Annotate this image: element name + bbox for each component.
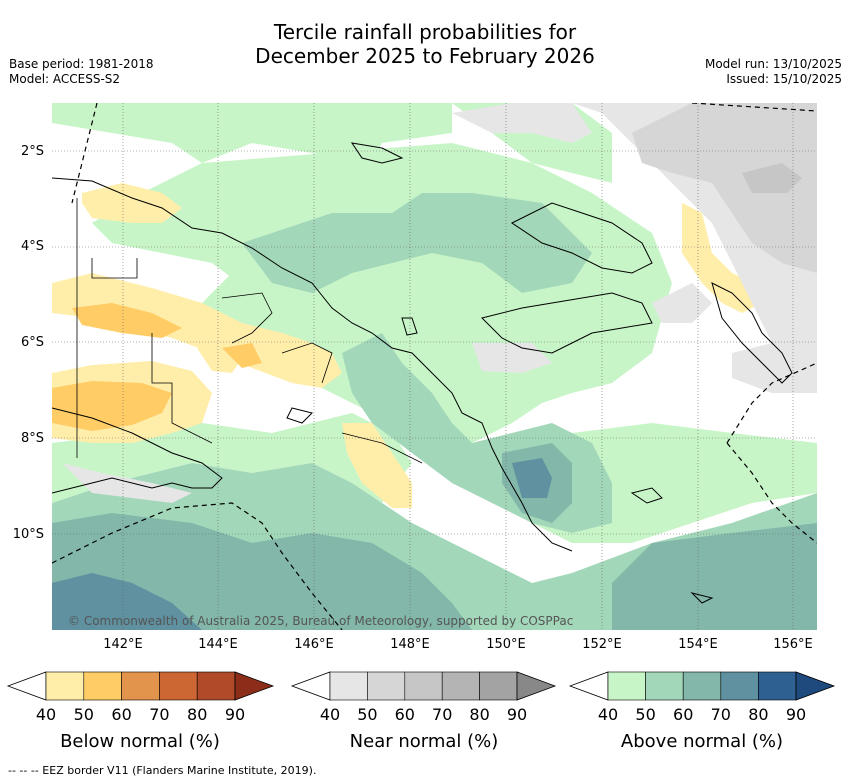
below-normal-50-region — [52, 303, 262, 431]
colorbar-segment-50 — [83, 671, 122, 701]
map-canvas: © Commonwealth of Australia 2025, Bureau… — [52, 103, 817, 630]
lon-label-154e: 154°E — [678, 637, 718, 652]
map-title: Tercile rainfall probabilities for Decem… — [0, 20, 850, 68]
colorbar-segment-80 — [196, 671, 236, 701]
colorbar-tick-label: 80 — [469, 705, 489, 724]
colorbar-tick-label: 80 — [748, 705, 768, 724]
lat-label-2s: 2°S — [20, 144, 44, 159]
colorbar-segment-70 — [441, 671, 480, 701]
colorbar-tick-label: 70 — [432, 705, 452, 724]
colorbar-title-above: Above normal (%) — [620, 731, 784, 752]
title-line-2: December 2025 to February 2026 — [255, 44, 595, 68]
eez-borders — [52, 103, 817, 630]
lon-label-144e: 144°E — [198, 637, 238, 652]
colorbar-tick-label: 70 — [149, 705, 169, 724]
colorbar-tick-label: 40 — [598, 705, 618, 724]
colorbar-tick-label: 90 — [786, 705, 806, 724]
lat-label-8s: 8°S — [20, 431, 44, 446]
colorbar-under-triangle — [568, 671, 609, 701]
colorbar-tick-label: 90 — [225, 705, 245, 724]
title-line-1: Tercile rainfall probabilities for — [273, 20, 577, 44]
lat-label-10s: 10°S — [12, 527, 44, 542]
lon-label-152e: 152°E — [582, 637, 622, 652]
colorbar-tick-label: 40 — [36, 705, 56, 724]
base-period: Base period: 1981-2018 — [9, 57, 154, 71]
colorbar-segment-40 — [607, 671, 646, 701]
colorbar-segment-50 — [645, 671, 684, 701]
colorbar-segment-80 — [758, 671, 797, 701]
lon-label-156e: 156°E — [773, 637, 813, 652]
colorbar-tick-label: 70 — [711, 705, 731, 724]
above-normal-70-region — [52, 458, 552, 630]
lat-label-6s: 6°S — [20, 335, 44, 350]
colorbar-segment-60 — [121, 671, 160, 701]
colorbar-over-triangle — [234, 671, 275, 701]
model-run: Model run: 13/10/2025 — [704, 57, 842, 71]
colorbar-title-below: Below normal (%) — [60, 731, 220, 752]
province-borders — [76, 198, 423, 464]
colorbar-tick-label: 60 — [111, 705, 131, 724]
coastlines — [52, 142, 793, 604]
eez-footnote: -- -- -- EEZ border V11 (Flanders Marine… — [8, 764, 317, 777]
colorbars: 40 50 60 70 80 90 40 50 60 70 80 90 40 50 60 70 80 90 — [6, 671, 836, 724]
colorbar-below-normal: 40 50 60 70 80 90 — [6, 671, 275, 724]
lon-label-146e: 146°E — [294, 637, 334, 652]
gridlines — [52, 103, 817, 630]
colorbar-segment-40 — [329, 671, 368, 701]
colorbar-tick-label: 50 — [357, 705, 377, 724]
model-name: Model: ACCESS-S2 — [9, 72, 121, 86]
colorbar-segment-80 — [479, 671, 518, 701]
issued-date: Issued: 15/10/2025 — [726, 72, 842, 86]
colorbar-over-triangle — [795, 671, 836, 701]
colorbar-under-triangle — [290, 671, 331, 701]
colorbar-over-triangle — [516, 671, 557, 701]
copyright-text: © Commonwealth of Australia 2025, Bureau… — [68, 614, 573, 628]
near-normal-50-region — [632, 103, 817, 273]
colorbar-tick-label: 40 — [320, 705, 340, 724]
lon-label-142e: 142°E — [103, 637, 143, 652]
colorbar-near-normal: 40 50 60 70 80 90 — [290, 671, 557, 724]
meta-right: Model run: 13/10/2025 Issued: 15/10/2025 — [705, 57, 842, 87]
colorbar-tick-label: 50 — [635, 705, 655, 724]
lat-label-4s: 4°S — [20, 239, 44, 254]
colorbar-title-near: Near normal (%) — [349, 731, 499, 752]
above-normal-40-region — [52, 103, 817, 543]
colorbar-tick-label: 60 — [673, 705, 693, 724]
colorbar-tick-label: 80 — [187, 705, 207, 724]
lon-label-148e: 148°E — [390, 637, 430, 652]
colorbar-under-triangle — [6, 671, 47, 701]
colorbar-segment-70 — [159, 671, 198, 701]
colorbar-above-normal: 40 50 60 70 80 90 — [568, 671, 836, 724]
map-panel: © Commonwealth of Australia 2025, Bureau… — [52, 103, 817, 630]
colorbar-segment-60 — [682, 671, 722, 701]
above-normal-50-region — [52, 193, 817, 630]
colorbar-segment-70 — [720, 671, 759, 701]
above-normal-60-region — [52, 443, 817, 630]
colorbar-tick-label: 90 — [507, 705, 527, 724]
colorbar-segment-60 — [404, 671, 443, 701]
meta-left: Base period: 1981-2018 Model: ACCESS-S2 — [9, 57, 154, 87]
colorbar-tick-label: 50 — [74, 705, 94, 724]
colorbar-segment-50 — [367, 671, 406, 701]
below-normal-40-region — [52, 183, 762, 508]
colorbar-tick-label: 60 — [395, 705, 415, 724]
near-normal-60-region — [742, 163, 802, 193]
colorbar-segment-40 — [45, 671, 85, 701]
lon-label-150e: 150°E — [486, 637, 526, 652]
